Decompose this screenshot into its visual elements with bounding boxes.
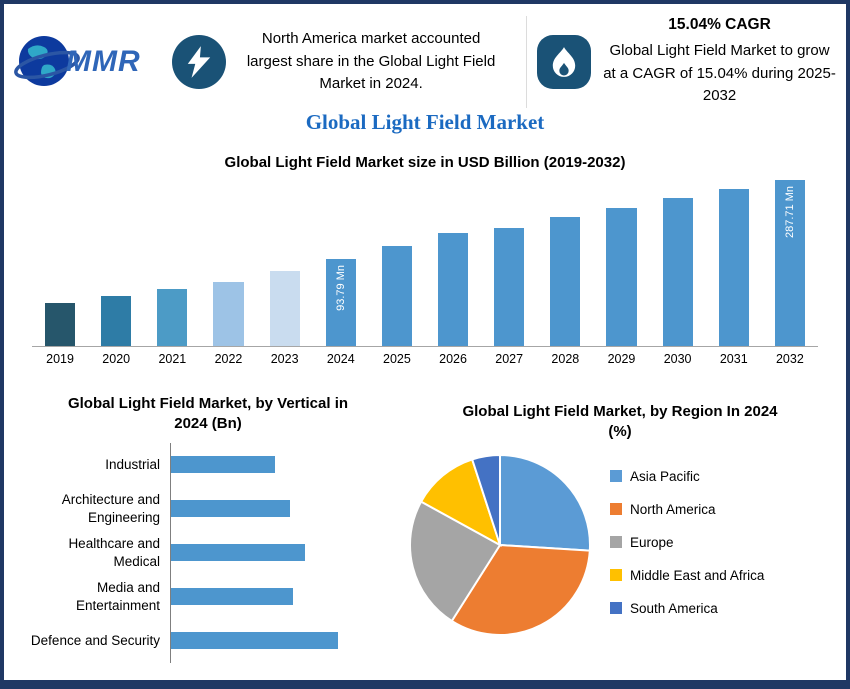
hbar [171, 456, 275, 473]
year-label-2025: 2025 [383, 352, 411, 366]
hbar-area [170, 486, 394, 531]
year-label-2032: 2032 [775, 352, 804, 366]
bar-2024: 93.79 Mn [325, 259, 356, 346]
vertical-row: Healthcare and Medical [22, 530, 394, 575]
year-label-2019: 2019 [46, 352, 74, 366]
bar-2021 [157, 289, 188, 346]
hbar [171, 500, 290, 517]
legend-swatch [610, 569, 622, 581]
flame-icon [537, 35, 592, 89]
vertical-chart-title: Global Light Field Market, by Vertical i… [67, 395, 349, 433]
pie-legend: Asia Pacific North America Europe Middle Ea… [610, 469, 764, 643]
year-label-2022: 2022 [214, 352, 243, 366]
hbar-area [170, 618, 394, 663]
legend-label: Middle East and Africa [630, 567, 765, 583]
legend-item-south-america: South America [610, 601, 764, 616]
cagr-value: 15.04% CAGR [668, 16, 771, 34]
hbar-area [170, 442, 394, 487]
legend-swatch [610, 470, 622, 482]
legend-swatch [610, 602, 622, 614]
bar-2020 [101, 296, 132, 346]
bar-2029 [606, 208, 637, 346]
pie-slice-europe [408, 499, 502, 622]
vertical-row: Defence and Security [22, 618, 394, 663]
vertical-row: Industrial [22, 442, 394, 487]
legend-item-middle-east-and-africa: Middle East and Africa [610, 568, 764, 583]
year-label-2031: 2031 [719, 352, 748, 366]
bar-2031 [718, 189, 749, 346]
highlight-text: North America market accounted largest s… [246, 30, 496, 93]
bar-2032: 287.71 Mn [774, 180, 805, 346]
category-label: Healthcare and Medical [68, 535, 160, 569]
bar-2025 [381, 246, 412, 346]
legend-item-asia-pacific: Asia Pacific [610, 469, 764, 484]
bolt-glyph [187, 46, 211, 78]
cagr-block: 15.04% CAGR Global Light Field Market to… [603, 16, 836, 108]
pie-body: Asia Pacific North America Europe Middle Ea… [402, 447, 838, 643]
main-chart-bars: 93.79 Mn 287.71 Mn [32, 176, 818, 347]
hbar-area [170, 530, 394, 575]
category-label: Industrial [105, 456, 160, 472]
pie-svg [408, 453, 591, 636]
year-label-2028: 2028 [551, 352, 580, 366]
legend-item-europe: Europe [610, 535, 764, 550]
region-pie-chart: Global Light Field Market, by Region In … [402, 402, 838, 643]
main-chart-years: 2019 2020 2021 2022 2023 2024 2025 2026 2027 2028… [32, 352, 818, 366]
page-title: Global Light Field Market [305, 110, 545, 134]
category-label: Defence and Security [30, 632, 160, 648]
hbar-area [170, 574, 394, 619]
hbar [171, 544, 305, 561]
year-label-2026: 2026 [439, 352, 467, 366]
pie-slice-asia-pacific [499, 453, 591, 552]
year-label-2030: 2030 [663, 352, 692, 366]
year-label-2027: 2027 [495, 352, 524, 366]
main-chart-title: Global Light Field Market size in USD Bi… [224, 154, 626, 171]
bar-2027 [494, 228, 525, 346]
hbar [171, 588, 294, 605]
vertical-chart: Global Light Field Market, by Vertical i… [22, 394, 394, 663]
legend-label: North America [630, 501, 716, 517]
year-label-2023: 2023 [270, 352, 299, 366]
year-label-2020: 2020 [102, 352, 131, 366]
globe-icon [14, 36, 80, 86]
flame-glyph [552, 47, 576, 77]
pie-chart-title: Global Light Field Market, by Region In … [462, 403, 778, 441]
year-label-2029: 2029 [607, 352, 636, 366]
pie-slice-south-america [470, 453, 501, 545]
pie-slice-middle-east-and-africa [419, 457, 502, 547]
category-label: Media and Entertainment [75, 579, 160, 613]
hbar [171, 632, 339, 649]
legend-label: Europe [630, 534, 674, 550]
bar-2028 [550, 217, 581, 346]
cagr-text: Global Light Field Market to grow at a C… [603, 42, 836, 105]
lightning-icon [172, 35, 226, 89]
bar-2022 [213, 282, 244, 346]
bar-value-label: 287.71 Mn [783, 186, 796, 238]
bar-value-label: 93.79 Mn [334, 265, 347, 311]
bar-2023 [269, 271, 300, 346]
vertical-chart-rows: Industrial Architecture and Engineering He… [22, 442, 394, 663]
legend-swatch [610, 536, 622, 548]
category-label: Architecture and Engineering [61, 491, 160, 525]
logo-text: MMR [66, 45, 141, 78]
vertical-row: Media and Entertainment [22, 574, 394, 619]
bar-2030 [662, 198, 693, 346]
year-label-2021: 2021 [158, 352, 187, 366]
bar-2019 [45, 303, 76, 346]
year-label-2024: 2024 [326, 352, 355, 366]
vertical-row: Architecture and Engineering [22, 486, 394, 531]
mmr-logo: MMR [14, 31, 172, 93]
header: MMR North America market accounted large… [14, 10, 836, 114]
header-divider [526, 16, 528, 108]
bar-2026 [437, 233, 469, 346]
legend-item-north-america: North America [610, 502, 764, 517]
legend-swatch [610, 503, 622, 515]
legend-label: South America [630, 600, 718, 616]
legend-label: Asia Pacific [630, 468, 700, 484]
